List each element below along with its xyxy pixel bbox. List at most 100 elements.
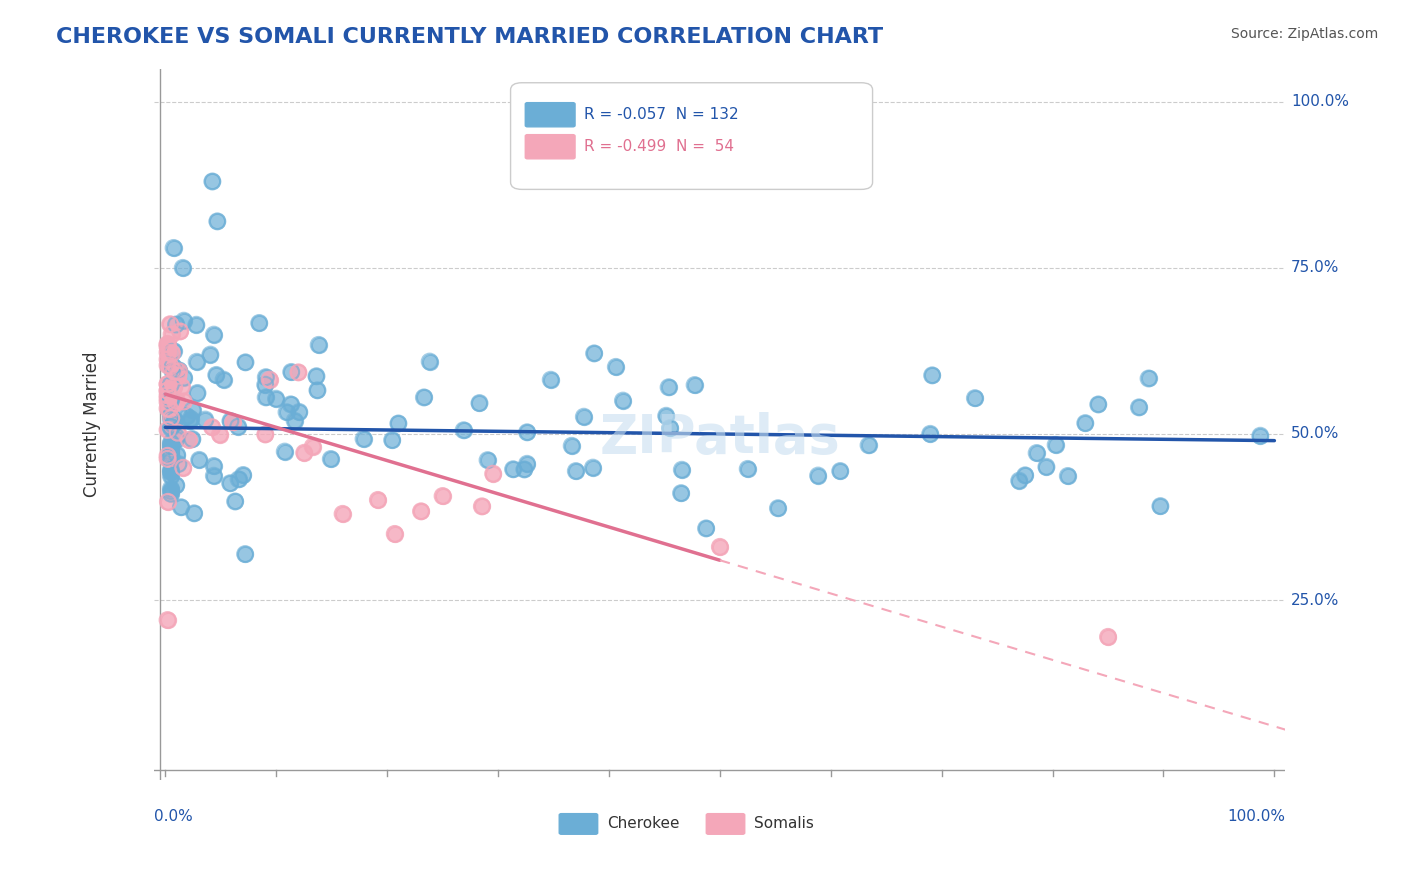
- Text: 0.0%: 0.0%: [155, 809, 193, 824]
- Point: [156, 384, 179, 398]
- Point: [254, 390, 277, 404]
- Point: [181, 432, 204, 446]
- Point: [858, 438, 880, 452]
- Point: [160, 483, 183, 498]
- Point: [228, 472, 250, 486]
- Point: [160, 466, 183, 480]
- Point: [276, 405, 298, 419]
- Point: [612, 393, 634, 408]
- Point: [233, 547, 256, 561]
- Point: [207, 214, 229, 228]
- Point: [160, 482, 183, 496]
- Point: [160, 442, 183, 456]
- Point: [319, 452, 342, 467]
- Point: [160, 377, 183, 392]
- Point: [766, 501, 789, 516]
- Point: [179, 414, 201, 428]
- Point: [172, 460, 194, 475]
- Point: [381, 433, 404, 447]
- Point: [160, 442, 183, 456]
- Point: [159, 359, 181, 374]
- Point: [176, 409, 198, 424]
- Point: [709, 540, 731, 554]
- Point: [308, 338, 330, 352]
- Point: [540, 373, 562, 387]
- Point: [1056, 469, 1078, 483]
- Point: [583, 346, 606, 360]
- Point: [156, 338, 179, 352]
- Point: [419, 354, 441, 368]
- Point: [737, 462, 759, 476]
- Point: [1149, 499, 1171, 513]
- Point: [367, 492, 389, 507]
- Point: [156, 345, 179, 359]
- Point: [471, 500, 494, 514]
- Point: [200, 348, 222, 362]
- Point: [162, 241, 184, 255]
- Point: [1035, 459, 1057, 474]
- Point: [156, 337, 179, 351]
- Point: [1097, 630, 1119, 644]
- Point: [156, 451, 179, 466]
- FancyBboxPatch shape: [526, 135, 575, 159]
- Point: [160, 438, 183, 452]
- Point: [160, 450, 183, 464]
- Point: [247, 316, 270, 330]
- Point: [502, 462, 524, 476]
- Point: [502, 462, 524, 476]
- Point: [160, 436, 183, 450]
- Point: [186, 318, 208, 332]
- Point: [288, 405, 311, 419]
- Point: [202, 468, 225, 483]
- Text: Currently Married: Currently Married: [83, 351, 101, 497]
- Point: [156, 345, 179, 359]
- Point: [468, 396, 491, 410]
- Point: [160, 435, 183, 450]
- Point: [222, 415, 245, 429]
- Point: [655, 409, 678, 423]
- Point: [432, 489, 454, 503]
- Point: [280, 365, 302, 379]
- Point: [166, 425, 188, 440]
- Point: [156, 352, 179, 367]
- Point: [159, 317, 181, 331]
- Point: [669, 486, 692, 500]
- Text: R = -0.499  N =  54: R = -0.499 N = 54: [583, 139, 734, 154]
- Point: [254, 427, 277, 442]
- Point: [194, 412, 217, 426]
- Point: [156, 401, 179, 416]
- Point: [232, 467, 254, 482]
- Point: [1025, 446, 1047, 460]
- Point: [160, 482, 183, 496]
- Point: [186, 355, 208, 369]
- Point: [387, 417, 409, 431]
- Point: [201, 420, 224, 434]
- Point: [201, 174, 224, 188]
- Point: [1074, 416, 1097, 430]
- Point: [159, 317, 181, 331]
- Point: [186, 355, 208, 369]
- Point: [205, 368, 228, 382]
- Point: [381, 433, 404, 447]
- Point: [453, 423, 475, 437]
- Point: [1035, 459, 1057, 474]
- Point: [167, 368, 190, 383]
- Point: [582, 460, 605, 475]
- Point: [162, 359, 184, 373]
- Point: [160, 483, 183, 498]
- Point: [202, 458, 225, 473]
- Point: [188, 453, 211, 467]
- Point: [540, 373, 562, 387]
- Point: [156, 449, 179, 463]
- Point: [274, 444, 297, 458]
- Point: [1087, 397, 1109, 411]
- Point: [160, 450, 183, 464]
- Point: [160, 486, 183, 500]
- Point: [202, 327, 225, 342]
- Point: [166, 393, 188, 408]
- FancyBboxPatch shape: [560, 814, 598, 834]
- Text: 25.0%: 25.0%: [1291, 592, 1340, 607]
- Point: [156, 495, 179, 509]
- Point: [160, 421, 183, 435]
- Point: [219, 414, 242, 428]
